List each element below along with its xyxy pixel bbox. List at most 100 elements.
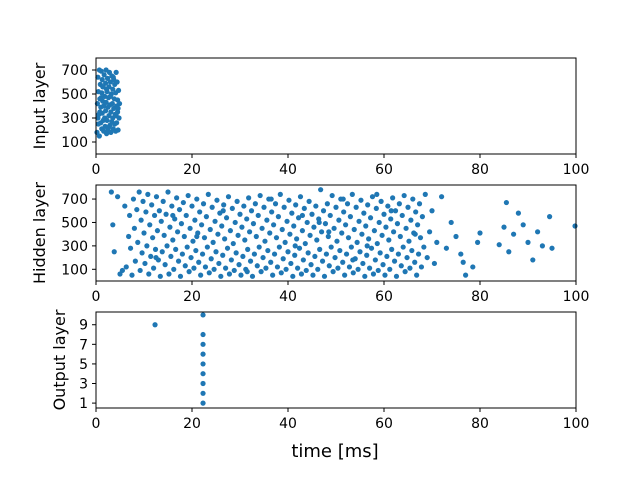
hidden-spike-point [271,251,278,257]
hidden-spike-point [383,224,389,230]
input-spike-point [103,86,110,92]
hidden-spike-point [191,265,197,271]
hidden-spike-point [415,251,422,257]
hidden-spike-point [412,231,418,237]
hidden-spike-point [178,221,185,227]
hidden-spike-point [434,239,440,245]
hidden-y-tick-label: 100 [61,262,88,278]
hidden-spike-point [394,221,401,227]
hidden-x-tick-label: 0 [92,289,101,305]
input-spike-point [116,101,123,107]
hidden-spike-point [410,196,416,202]
input-y-tick-label: 500 [61,87,88,103]
panel-input: 0 20 40 60 80 100 100 300 500 700 Input layer [30,57,590,178]
hidden-x-tick-label: 20 [183,289,201,305]
hidden-x-tick-label: 40 [279,289,297,305]
input-spike-point [115,127,121,133]
input-spike-point [99,90,105,96]
hidden-spike-point [463,272,469,278]
hidden-spike-point [353,204,359,210]
hidden-spike-point [252,201,258,207]
hidden-spike-point [422,191,428,197]
hidden-spike-point [395,251,401,257]
hidden-spike-point [539,243,546,249]
hidden-spike-point [148,253,154,260]
hidden-spike-point [327,212,333,219]
hidden-spike-point [277,191,283,197]
hidden-spike-point [380,262,386,268]
hidden-spike-point [141,230,147,236]
output-spike-point [200,341,206,347]
hidden-spike-point [343,251,350,257]
hidden-spike-point [174,195,180,201]
hidden-spike-point [407,265,413,271]
hidden-spike-point [391,258,398,264]
hidden-spike-point [237,211,243,217]
input-spike-point [95,115,101,121]
hidden-spike-point [421,244,427,250]
input-spike-point [104,117,110,123]
input-spike-point [103,99,109,105]
hidden-spike-point [211,266,217,272]
hidden-spike-point [342,272,348,278]
input-x-tick-label: 40 [279,162,297,178]
hidden-spike-point [506,249,512,255]
hidden-spike-point [389,246,395,252]
output-x-tick-label: 60 [375,416,393,432]
input-spike-point [108,109,114,115]
hidden-spike-point [280,256,286,262]
hidden-spike-point [166,271,172,277]
hidden-spike-point [322,221,329,227]
hidden-spike-point [364,243,370,249]
hidden-spike-point [131,225,137,231]
hidden-axes-frame [95,184,577,282]
hidden-spike-point [253,233,259,240]
hidden-spike-point [535,229,541,235]
hidden-spike-point [326,263,332,269]
hidden-spike-point [335,265,341,271]
input-x-tick-label: 100 [563,162,590,178]
hidden-spike-point [196,259,202,265]
hidden-spike-point [369,194,376,200]
hidden-spike-point [346,264,353,270]
hidden-spike-point [386,237,392,243]
hidden-spike-point [214,197,220,203]
input-axes-frame [95,57,577,155]
hidden-spike-point [194,196,200,202]
hidden-spike-point [376,219,382,226]
hidden-spike-point [382,272,388,278]
hidden-spike-point [515,210,522,216]
hidden-spike-point [228,257,234,263]
hidden-spike-point [283,266,289,272]
hidden-spike-point [295,215,302,221]
hidden-spike-point [299,212,305,219]
input-spike-point [96,133,102,139]
hidden-spike-point [337,247,343,254]
hidden-spike-point [138,217,144,223]
hidden-spike-point [150,235,156,241]
input-spike-point [110,86,116,92]
hidden-spike-point [192,217,198,223]
input-spike-point [97,109,103,115]
hidden-spike-point [119,267,125,274]
hidden-spike-point [296,245,303,251]
hidden-y-axis: 100 300 500 700 [61,192,96,278]
hidden-spike-point [334,238,340,244]
hidden-spike-point [371,228,377,234]
hidden-spike-point [180,199,186,206]
hidden-spike-point [226,271,233,277]
output-points [152,312,206,406]
input-spike-point [114,120,120,126]
input-x-axis: 0 20 40 60 80 100 [92,154,590,178]
hidden-spike-point [403,225,409,231]
hidden-spike-point [366,236,372,242]
output-x-tick-label: 20 [183,416,201,432]
hidden-spike-point [160,198,166,204]
hidden-spike-point [111,249,117,255]
hidden-spike-point [250,221,257,227]
hidden-spike-point [339,230,345,236]
input-y-axis: 100 300 500 700 [61,63,96,151]
hidden-spike-point [273,235,280,241]
hidden-y-tick-label: 500 [61,215,88,231]
